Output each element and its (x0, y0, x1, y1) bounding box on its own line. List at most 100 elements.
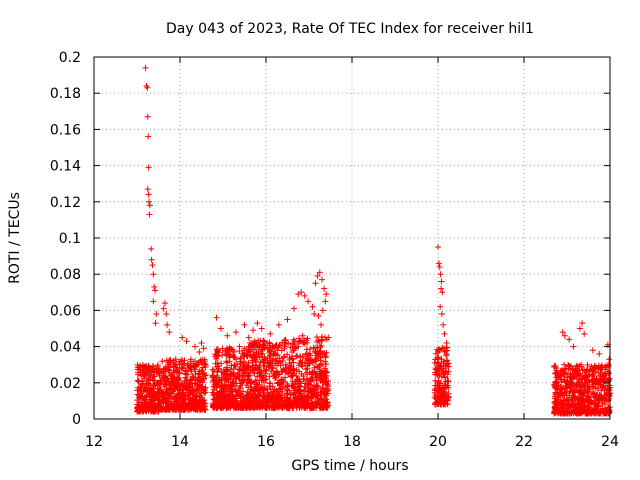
data-point (242, 394, 249, 401)
data-point (557, 404, 564, 411)
data-point (199, 379, 206, 386)
data-point (250, 327, 257, 334)
data-point (198, 384, 205, 391)
data-point (606, 356, 613, 363)
data-point (221, 369, 228, 376)
data-point (290, 404, 297, 411)
data-point (435, 244, 441, 251)
data-point (152, 287, 159, 294)
data-point (240, 351, 247, 358)
data-point (144, 370, 151, 377)
data-point (161, 381, 168, 388)
data-point (145, 133, 152, 140)
data-point (445, 378, 452, 385)
data-point (195, 387, 202, 394)
data-point (179, 397, 186, 404)
data-point (551, 408, 558, 415)
data-point (290, 336, 297, 343)
data-point (183, 338, 190, 345)
data-point (579, 320, 586, 327)
data-point (580, 392, 587, 399)
data-point (256, 341, 263, 348)
data-point (146, 198, 153, 205)
data-point (214, 347, 221, 354)
data-point (604, 410, 611, 417)
data-point (224, 375, 231, 382)
data-point (160, 305, 167, 312)
data-point (570, 392, 577, 399)
data-point (244, 389, 251, 396)
data-point (210, 402, 217, 409)
data-point (435, 347, 442, 354)
data-point (202, 400, 209, 407)
data-point (227, 402, 234, 409)
data-point (552, 384, 559, 391)
data-point (566, 404, 573, 411)
data-point (163, 311, 170, 318)
data-point (307, 346, 314, 353)
data-point (149, 363, 156, 370)
data-point (256, 369, 263, 376)
data-point (151, 408, 158, 415)
data-point (174, 398, 181, 405)
data-point (266, 380, 273, 387)
data-point (249, 357, 256, 364)
data-point (439, 289, 446, 296)
data-point (301, 359, 308, 366)
data-point (274, 399, 281, 406)
data-point (553, 367, 560, 374)
data-point (269, 365, 276, 372)
data-point (145, 388, 152, 395)
data-point (269, 383, 276, 390)
data-point (182, 370, 189, 377)
data-point (569, 380, 576, 387)
data-point (438, 285, 445, 292)
data-point (225, 351, 232, 358)
data-point (218, 360, 225, 367)
data-point (213, 314, 220, 321)
data-point (136, 364, 143, 371)
data-point (227, 389, 234, 396)
data-point (153, 311, 160, 318)
data-point (229, 393, 236, 400)
data-point (266, 355, 273, 362)
data-point (317, 354, 324, 361)
data-point (185, 395, 192, 402)
data-point (202, 362, 209, 369)
data-point (563, 398, 570, 405)
data-point (438, 278, 445, 285)
data-point (248, 390, 255, 397)
data-point (313, 352, 320, 359)
data-point (196, 349, 203, 356)
data-point (135, 402, 142, 409)
data-point (300, 376, 307, 383)
data-point (583, 367, 590, 374)
data-point (192, 400, 199, 407)
data-point (603, 389, 610, 396)
data-point (304, 397, 311, 404)
data-point (259, 399, 266, 406)
data-point (240, 358, 247, 365)
x-tick-label: 12 (85, 434, 103, 450)
data-point (247, 380, 254, 387)
data-point (601, 397, 608, 404)
data-point (170, 369, 177, 376)
data-point (173, 375, 180, 382)
data-point (182, 400, 189, 407)
data-point (432, 350, 439, 357)
data-point (597, 375, 604, 382)
data-point (189, 373, 196, 380)
data-point (140, 369, 147, 376)
data-point (224, 332, 231, 339)
data-point (266, 339, 273, 346)
data-point (155, 386, 162, 393)
data-point (216, 377, 223, 384)
data-point (231, 348, 238, 355)
data-point (258, 403, 265, 410)
data-point (322, 373, 329, 380)
data-point (441, 330, 448, 337)
y-tick-label: 0.14 (50, 159, 81, 175)
data-point (176, 392, 183, 399)
data-point (556, 390, 563, 397)
data-point (559, 367, 566, 374)
